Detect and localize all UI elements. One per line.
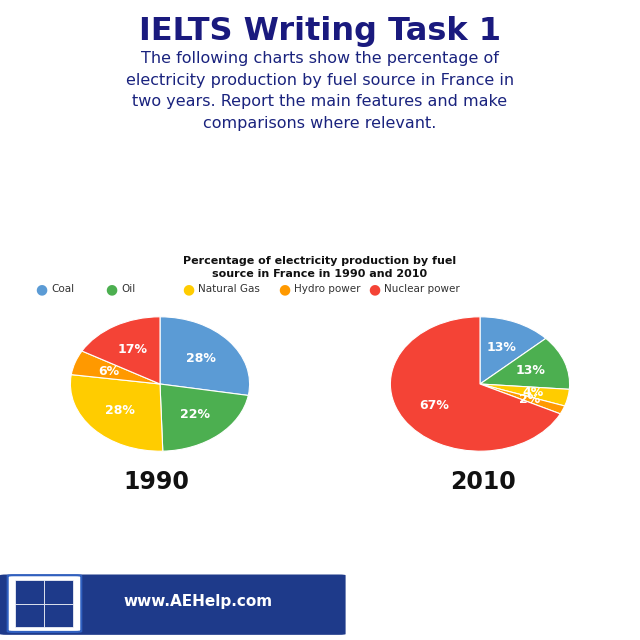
Text: IELTS Writing Task 1: IELTS Writing Task 1 xyxy=(139,16,501,47)
Text: 22%: 22% xyxy=(180,408,211,421)
Text: Coal: Coal xyxy=(51,284,74,294)
Wedge shape xyxy=(480,317,546,384)
Wedge shape xyxy=(480,384,570,406)
Wedge shape xyxy=(480,384,564,414)
Text: 13%: 13% xyxy=(486,340,516,353)
Wedge shape xyxy=(480,339,570,389)
Text: Hydro power: Hydro power xyxy=(294,284,361,294)
Text: Natural Gas: Natural Gas xyxy=(198,284,260,294)
Text: 13%: 13% xyxy=(516,364,546,378)
Text: Nuclear power: Nuclear power xyxy=(384,284,460,294)
FancyBboxPatch shape xyxy=(0,575,346,635)
Text: ●: ● xyxy=(35,282,47,296)
Wedge shape xyxy=(82,317,160,384)
Text: The following charts show the percentage of
electricity production by fuel sourc: The following charts show the percentage… xyxy=(126,51,514,131)
Text: 6%: 6% xyxy=(99,365,120,378)
Text: Oil: Oil xyxy=(122,284,136,294)
Text: ●: ● xyxy=(368,282,380,296)
Text: 4%: 4% xyxy=(522,386,543,399)
Wedge shape xyxy=(70,374,163,451)
Text: ●: ● xyxy=(182,282,195,296)
Wedge shape xyxy=(71,351,160,384)
Text: ●: ● xyxy=(278,282,291,296)
Text: Percentage of electricity production by fuel
source in France in 1990 and 2010: Percentage of electricity production by … xyxy=(184,256,456,279)
Text: ●: ● xyxy=(106,282,118,296)
Text: 2%: 2% xyxy=(519,393,540,406)
Text: www.AEHelp.com: www.AEHelp.com xyxy=(124,594,273,609)
Text: 67%: 67% xyxy=(419,399,449,412)
FancyBboxPatch shape xyxy=(15,604,44,627)
FancyBboxPatch shape xyxy=(15,580,44,604)
FancyBboxPatch shape xyxy=(8,575,81,632)
Text: 1990: 1990 xyxy=(124,470,189,494)
Text: 17%: 17% xyxy=(118,342,148,356)
Wedge shape xyxy=(160,317,250,396)
Text: 28%: 28% xyxy=(105,404,135,417)
Wedge shape xyxy=(390,317,560,451)
Text: 28%: 28% xyxy=(186,351,216,365)
Text: 2010: 2010 xyxy=(451,470,516,494)
FancyBboxPatch shape xyxy=(45,604,73,627)
FancyBboxPatch shape xyxy=(45,580,73,604)
Wedge shape xyxy=(160,384,248,451)
